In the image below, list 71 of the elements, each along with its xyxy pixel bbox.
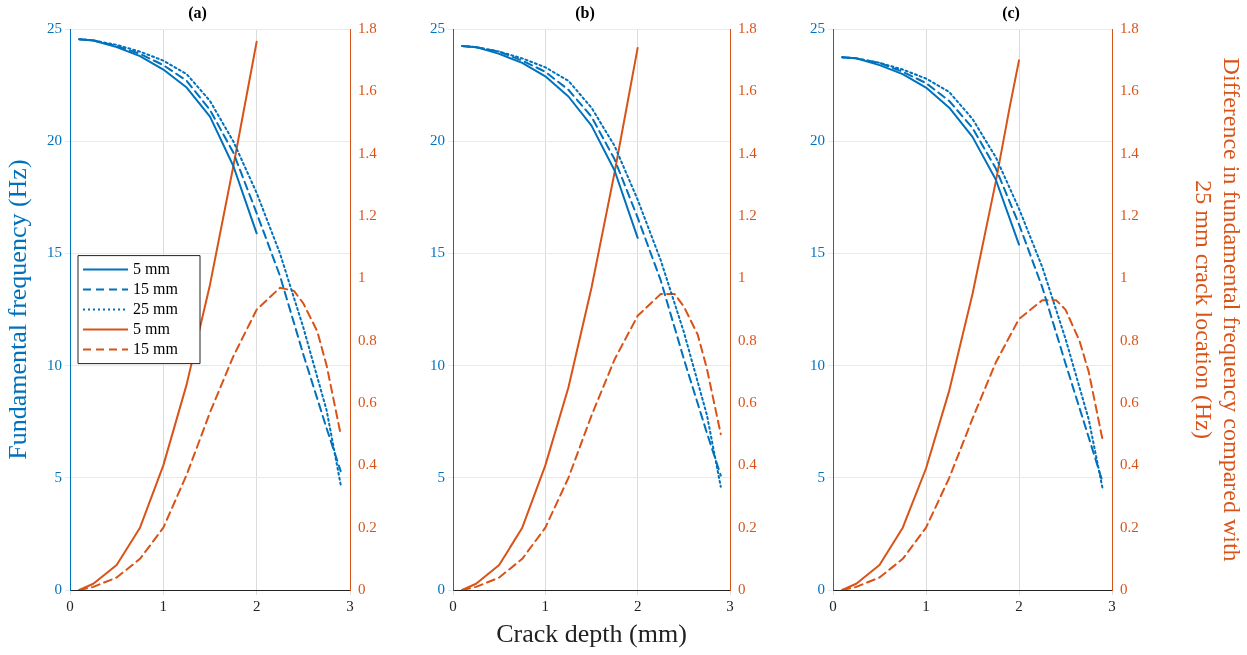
y-axis-title: Fundamental frequency (Hz) bbox=[3, 159, 33, 460]
y2-tick-label: 1 bbox=[358, 269, 366, 286]
y2-tick-label: 1.8 bbox=[358, 20, 377, 37]
x-tick-label: 2 bbox=[633, 597, 642, 614]
y2-tick-label: 1.8 bbox=[1120, 20, 1139, 37]
y-tick-label: 10 bbox=[810, 356, 825, 373]
y2-tick-label: 1.4 bbox=[358, 144, 378, 161]
y2-tick-label: 0.6 bbox=[358, 394, 378, 410]
y2-tick-label: 1.8 bbox=[738, 20, 757, 37]
y-tick-label: 5 bbox=[437, 468, 445, 485]
x-tick-label: 1 bbox=[541, 597, 550, 614]
y-tick-label: 10 bbox=[430, 356, 445, 373]
y2-tick-label: 1.4 bbox=[738, 144, 758, 161]
y2-tick-label: 0.4 bbox=[738, 456, 758, 473]
x-tick-label: 2 bbox=[1015, 597, 1023, 614]
y2-tick-label: 1 bbox=[1120, 269, 1128, 286]
x-tick-label: 3 bbox=[346, 597, 354, 614]
y-tick-label: 25 bbox=[430, 20, 445, 37]
y-tick-label: 5 bbox=[817, 468, 825, 485]
y-tick-label: 20 bbox=[430, 132, 445, 149]
y-tick-label: 5 bbox=[54, 468, 62, 485]
y-tick-label: 25 bbox=[47, 20, 62, 37]
legend-label: 5 mm bbox=[133, 259, 171, 277]
y2-tick-label: 0.4 bbox=[1120, 456, 1140, 473]
y-tick-label: 0 bbox=[54, 580, 62, 597]
y2-tick-label: 1.2 bbox=[1120, 207, 1139, 224]
legend-label: 15 mm bbox=[133, 279, 179, 297]
y2-tick-label: 0 bbox=[738, 580, 746, 597]
y-tick-label: 15 bbox=[430, 244, 445, 261]
x-tick-label: 3 bbox=[726, 597, 734, 614]
y2-tick-label: 0.4 bbox=[358, 456, 378, 473]
chart-title: (a) bbox=[188, 3, 207, 22]
y2-tick-label: 0.6 bbox=[738, 394, 758, 410]
x-tick-label: 0 bbox=[449, 597, 457, 614]
y2-tick-label: 0 bbox=[358, 580, 366, 597]
y2-tick-label: 1.2 bbox=[358, 207, 377, 224]
x-tick-label: 1 bbox=[159, 597, 168, 614]
y2-tick-label: 0.2 bbox=[358, 518, 377, 535]
x-tick-label: 0 bbox=[829, 597, 837, 614]
y-tick-label: 20 bbox=[47, 132, 62, 149]
legend-label: 15 mm bbox=[133, 339, 179, 357]
y2-tick-label: 0.2 bbox=[738, 518, 757, 535]
y-tick-label: 20 bbox=[810, 132, 825, 149]
y-tick-label: 0 bbox=[817, 580, 825, 597]
y2-tick-label: 0 bbox=[1120, 580, 1128, 597]
legend-label: 25 mm bbox=[133, 299, 179, 317]
y2-tick-label: 1.6 bbox=[358, 82, 378, 99]
y2-axis-title: Difference in fundamental frequency compared with 25 mm crack location (Hz) bbox=[1190, 57, 1246, 562]
y2-tick-label: 1.4 bbox=[1120, 144, 1140, 161]
y2-tick-label: 1.6 bbox=[1120, 82, 1140, 99]
x-tick-label: 0 bbox=[66, 597, 74, 614]
y-tick-label: 10 bbox=[47, 356, 62, 373]
y2-tick-label: 1.2 bbox=[738, 207, 757, 224]
x-tick-label: 2 bbox=[252, 597, 261, 614]
legend-label: 5 mm bbox=[133, 319, 171, 337]
y-tick-label: 25 bbox=[810, 20, 825, 37]
x-axis-title: Crack depth (mm) bbox=[496, 619, 687, 649]
chart-title: (b) bbox=[575, 3, 595, 22]
y2-tick-label: 0.8 bbox=[358, 331, 377, 348]
y-tick-label: 15 bbox=[810, 244, 825, 261]
x-tick-label: 1 bbox=[922, 597, 930, 614]
chart-title: (c) bbox=[1002, 3, 1020, 22]
x-tick-label: 3 bbox=[1108, 597, 1116, 614]
y-tick-label: 15 bbox=[47, 244, 62, 261]
y2-tick-label: 0.8 bbox=[1120, 331, 1139, 348]
y2-tick-label: 1.6 bbox=[738, 82, 758, 99]
y2-tick-label: 0.2 bbox=[1120, 518, 1139, 535]
y2-tick-label: 0.6 bbox=[1120, 394, 1140, 410]
y2-tick-label: 1 bbox=[738, 269, 746, 286]
y2-tick-label: 0.8 bbox=[738, 331, 757, 348]
y-tick-label: 0 bbox=[437, 580, 445, 597]
